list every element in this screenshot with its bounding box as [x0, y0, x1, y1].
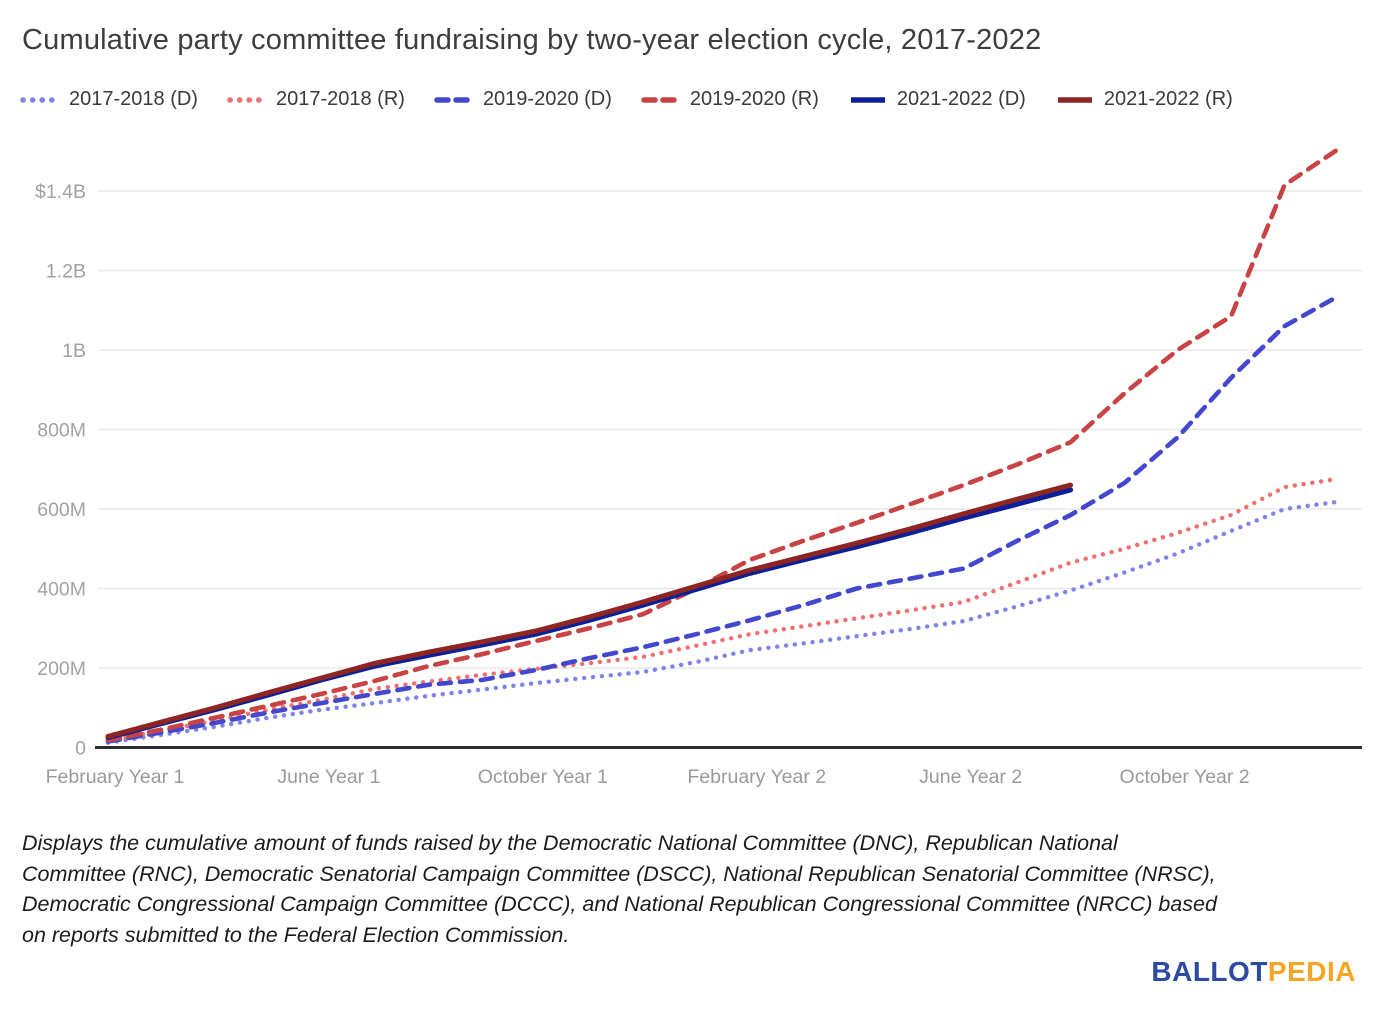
legend-swatch-dashed-icon — [641, 96, 681, 103]
x-axis-label-3: February Year 2 — [687, 766, 826, 788]
y-axis-label-200M: 200M — [37, 658, 86, 680]
series-line-2017-2018D — [105, 499, 1341, 745]
fundraising-line-chart: $1.4B 1.2B 1B 800M 600M 400M 200M 0 February Yea… — [35, 146, 1362, 788]
chart-title: Cumulative party committee fundraising b… — [22, 24, 1042, 56]
chart-legend: 2017-2018 (D) 2017-2018 (R) 2019-2020 (D) 2… — [20, 88, 1233, 111]
legend-item-2019-2020D: 2019-2020 (D) — [434, 88, 612, 111]
logo-part-ballot: BALLOT — [1151, 956, 1268, 987]
legend-label: 2021-2022 (D) — [896, 88, 1026, 110]
footnote-line-3: Democratic Congressional Campaign Commit… — [22, 892, 1217, 917]
y-axis-label-1.2B: 1.2B — [46, 261, 86, 283]
series-line-2019-2020R — [105, 146, 1341, 743]
y-axis-label-400M: 400M — [37, 579, 86, 601]
legend-label: 2019-2020 (R) — [689, 88, 819, 110]
legend-item-2021-2022D: 2021-2022 (D) — [848, 88, 1026, 111]
y-axis-label-$1.4B: $1.4B — [35, 181, 86, 203]
logo-part-pedia: PEDIA — [1267, 956, 1356, 987]
legend-item-2021-2022R: 2021-2022 (R) — [1055, 88, 1233, 111]
legend-label: 2017-2018 (R) — [275, 88, 405, 110]
x-axis-label-0: February Year 1 — [46, 766, 185, 788]
legend-label: 2021-2022 (R) — [1103, 88, 1233, 110]
legend-label: 2017-2018 (D) — [69, 88, 198, 110]
series-line-2017-2018R — [105, 476, 1341, 743]
series-line-2021-2022D — [105, 487, 1074, 741]
footnote-line-1: Displays the cumulative amount of funds … — [22, 831, 1118, 855]
legend-item-2017-2018R: 2017-2018 (R) — [227, 88, 405, 111]
footnote-line-2: Committee (RNC), Democratic Senatorial C… — [22, 861, 1216, 886]
x-axis-label-4: June Year 2 — [919, 766, 1022, 788]
chart-area: $1.4B 1.2B 1B 800M 600M 400M 200M 0 February Yea… — [0, 130, 1380, 810]
y-axis-label-1B: 1B — [62, 340, 86, 362]
legend-swatch-dashed-icon — [434, 96, 474, 103]
legend-label: 2019-2020 (D) — [482, 88, 612, 110]
chart-footnote: Displays the cumulative amount of funds … — [22, 828, 1367, 950]
series-line-2021-2022R — [105, 482, 1074, 739]
ballotpedia-logo: BALLOTPEDIA — [1151, 956, 1356, 988]
x-axis-label-2: October Year 1 — [478, 766, 608, 788]
y-axis-label-800M: 800M — [37, 420, 86, 442]
footnote-line-4: on reports submitted to the Federal Elec… — [22, 922, 570, 947]
legend-swatch-dotted-icon — [20, 96, 60, 103]
legend-item-2017-2018D: 2017-2018 (D) — [20, 88, 198, 111]
legend-swatch-solid-icon — [1057, 96, 1092, 103]
series-line-2019-2020D — [105, 294, 1341, 744]
legend-item-2019-2020R: 2019-2020 (R) — [641, 88, 819, 111]
y-axis-label-600M: 600M — [37, 499, 86, 521]
x-axis-label-5: October Year 2 — [1120, 766, 1250, 788]
y-axis-label-0: 0 — [75, 738, 86, 760]
x-axis-label-1: June Year 1 — [277, 766, 380, 788]
legend-swatch-dotted-icon — [227, 96, 267, 103]
legend-swatch-solid-icon — [850, 96, 885, 103]
